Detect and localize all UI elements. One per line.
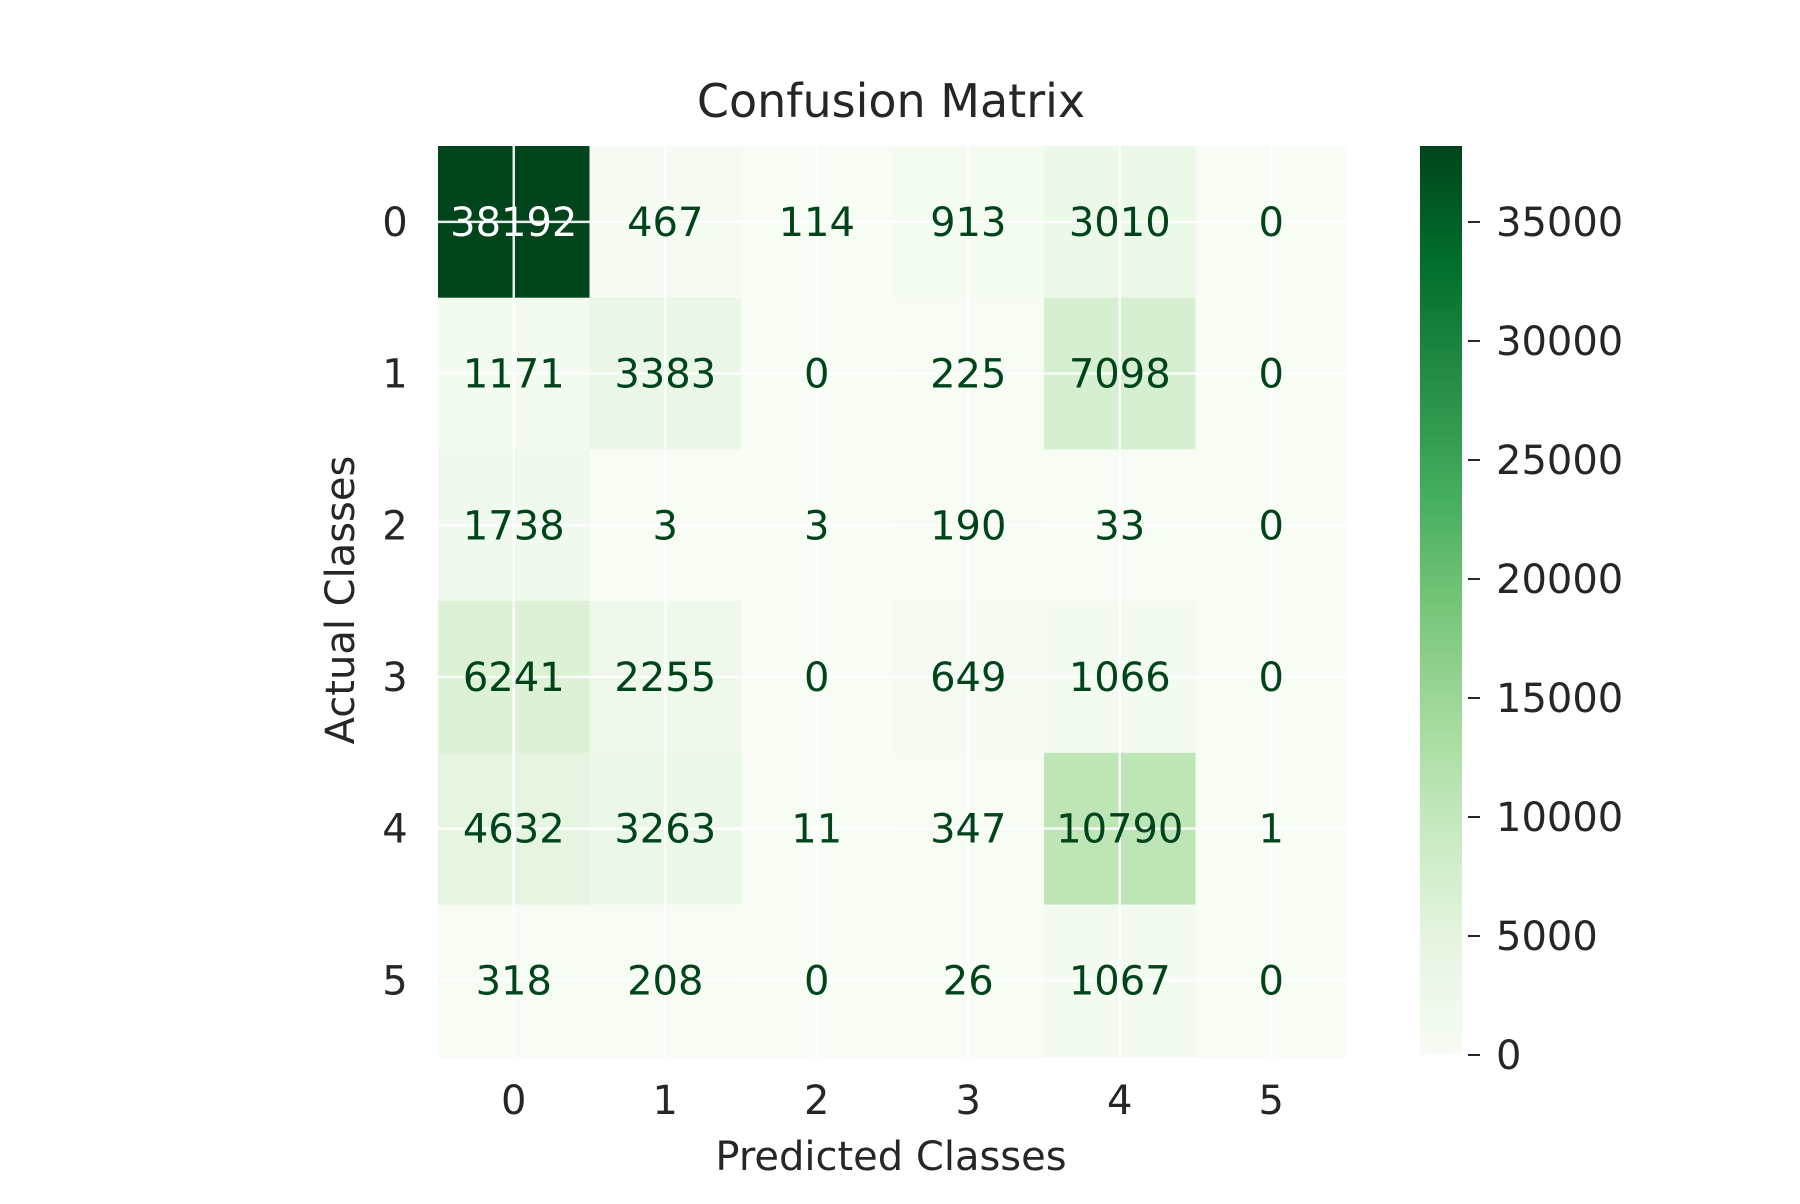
cell-value-2-5: 0 [1259, 503, 1284, 549]
cell-value-0-0: 38192 [450, 200, 577, 246]
cell-value-2-3: 190 [930, 503, 1006, 549]
cell-value-1-3: 225 [930, 352, 1006, 398]
y-tick-labels: 0 1 2 3 4 5 [382, 200, 407, 1004]
cell-value-0-2: 114 [779, 200, 855, 246]
x-tick-labels: 0 1 2 3 4 5 [501, 1078, 1284, 1124]
colorbar-tick-10000: 10000 [1496, 795, 1623, 841]
cell-value-1-5: 0 [1259, 352, 1284, 398]
y-tick-0: 0 [382, 200, 407, 246]
gridlines [438, 146, 1347, 1057]
colorbar-tick-20000: 20000 [1496, 557, 1623, 603]
cell-value-4-3: 347 [930, 807, 1006, 853]
colorbar-tick-5000: 5000 [1496, 914, 1598, 960]
cell-value-0-3: 913 [930, 200, 1006, 246]
colorbar-tick-0: 0 [1496, 1033, 1521, 1079]
x-tick-5: 5 [1259, 1078, 1284, 1124]
cell-value-3-0: 6241 [463, 655, 565, 701]
colorbar-tick-30000: 30000 [1496, 319, 1623, 365]
y-tick-5: 5 [382, 958, 407, 1004]
x-tick-1: 1 [653, 1078, 678, 1124]
colorbar-tick-35000: 35000 [1496, 200, 1623, 246]
x-axis-label: Predicted Classes [715, 1134, 1066, 1180]
cell-value-1-0: 1171 [463, 352, 565, 398]
colorbar-tick-25000: 25000 [1496, 438, 1623, 484]
cell-value-4-2: 11 [791, 807, 842, 853]
chart-title: Confusion Matrix [697, 74, 1085, 128]
cell-value-2-1: 3 [653, 503, 678, 549]
y-tick-3: 3 [382, 655, 407, 701]
cell-value-3-3: 649 [930, 655, 1006, 701]
x-tick-2: 2 [804, 1078, 829, 1124]
y-tick-4: 4 [382, 807, 407, 853]
heatmap-cells [438, 146, 1348, 1057]
cell-value-1-4: 7098 [1069, 352, 1171, 398]
cell-value-5-4: 1067 [1069, 958, 1171, 1004]
cell-value-5-0: 318 [476, 958, 552, 1004]
cell-value-3-4: 1066 [1069, 655, 1171, 701]
colorbar [1420, 146, 1462, 1055]
cell-value-3-5: 0 [1259, 655, 1284, 701]
y-tick-1: 1 [382, 352, 407, 398]
cell-value-0-4: 3010 [1069, 200, 1171, 246]
cell-value-5-3: 26 [943, 958, 994, 1004]
cell-value-5-2: 0 [804, 958, 829, 1004]
cell-value-4-5: 1 [1259, 807, 1284, 853]
y-tick-2: 2 [382, 503, 407, 549]
cell-value-5-5: 0 [1259, 958, 1284, 1004]
cell-value-4-1: 3263 [614, 807, 716, 853]
x-tick-3: 3 [956, 1078, 981, 1124]
colorbar-ticks: 0 5000 10000 15000 20000 25000 30000 35000 [1468, 200, 1623, 1079]
cell-value-4-0: 4632 [463, 807, 565, 853]
cell-value-5-1: 208 [627, 958, 703, 1004]
cell-value-0-5: 0 [1259, 200, 1284, 246]
x-tick-4: 4 [1107, 1078, 1132, 1124]
cell-value-1-2: 0 [804, 352, 829, 398]
colorbar-tick-15000: 15000 [1496, 676, 1623, 722]
cell-value-2-2: 3 [804, 503, 829, 549]
cell-value-2-4: 33 [1094, 503, 1145, 549]
y-axis-label: Actual Classes [318, 456, 364, 745]
cell-value-3-1: 2255 [614, 655, 716, 701]
cell-value-2-0: 1738 [463, 503, 565, 549]
cell-value-4-4: 10790 [1056, 807, 1183, 853]
cell-value-1-1: 3383 [614, 352, 716, 398]
cell-value-0-1: 467 [627, 200, 703, 246]
cell-value-3-2: 0 [804, 655, 829, 701]
x-tick-0: 0 [501, 1078, 526, 1124]
